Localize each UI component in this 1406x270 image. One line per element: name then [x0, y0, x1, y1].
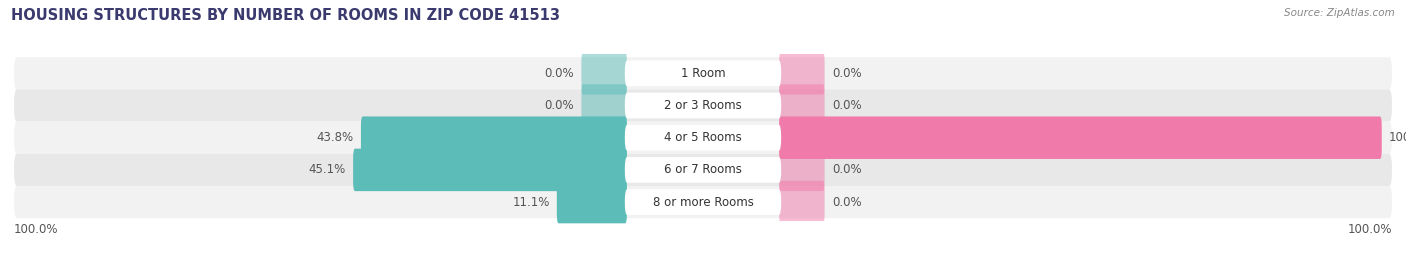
Text: 0.0%: 0.0%: [832, 163, 862, 176]
Text: 4 or 5 Rooms: 4 or 5 Rooms: [664, 131, 742, 144]
Text: 100.0%: 100.0%: [1389, 131, 1406, 144]
FancyBboxPatch shape: [624, 93, 782, 118]
FancyBboxPatch shape: [582, 84, 627, 127]
FancyBboxPatch shape: [557, 181, 627, 223]
Text: 45.1%: 45.1%: [309, 163, 346, 176]
Text: 2 or 3 Rooms: 2 or 3 Rooms: [664, 99, 742, 112]
FancyBboxPatch shape: [624, 157, 782, 183]
Text: 8 or more Rooms: 8 or more Rooms: [652, 195, 754, 209]
FancyBboxPatch shape: [779, 84, 824, 127]
FancyBboxPatch shape: [353, 149, 627, 191]
FancyBboxPatch shape: [582, 52, 627, 94]
FancyBboxPatch shape: [624, 189, 782, 215]
FancyBboxPatch shape: [624, 60, 782, 86]
FancyBboxPatch shape: [14, 154, 1392, 186]
Text: 0.0%: 0.0%: [832, 99, 862, 112]
Text: 6 or 7 Rooms: 6 or 7 Rooms: [664, 163, 742, 176]
FancyBboxPatch shape: [14, 89, 1392, 122]
FancyBboxPatch shape: [14, 122, 1392, 154]
Text: 0.0%: 0.0%: [832, 67, 862, 80]
FancyBboxPatch shape: [14, 57, 1392, 89]
Text: 43.8%: 43.8%: [316, 131, 354, 144]
Text: 100.0%: 100.0%: [1347, 223, 1392, 236]
Text: 100.0%: 100.0%: [14, 223, 59, 236]
FancyBboxPatch shape: [14, 186, 1392, 218]
FancyBboxPatch shape: [779, 181, 824, 223]
Text: 0.0%: 0.0%: [544, 67, 574, 80]
Text: 1 Room: 1 Room: [681, 67, 725, 80]
FancyBboxPatch shape: [624, 125, 782, 151]
FancyBboxPatch shape: [779, 149, 824, 191]
Text: Source: ZipAtlas.com: Source: ZipAtlas.com: [1284, 8, 1395, 18]
FancyBboxPatch shape: [779, 116, 1382, 159]
Text: 0.0%: 0.0%: [832, 195, 862, 209]
Text: 0.0%: 0.0%: [544, 99, 574, 112]
Text: 11.1%: 11.1%: [512, 195, 550, 209]
FancyBboxPatch shape: [361, 116, 627, 159]
Text: HOUSING STRUCTURES BY NUMBER OF ROOMS IN ZIP CODE 41513: HOUSING STRUCTURES BY NUMBER OF ROOMS IN…: [11, 8, 560, 23]
FancyBboxPatch shape: [779, 52, 824, 94]
